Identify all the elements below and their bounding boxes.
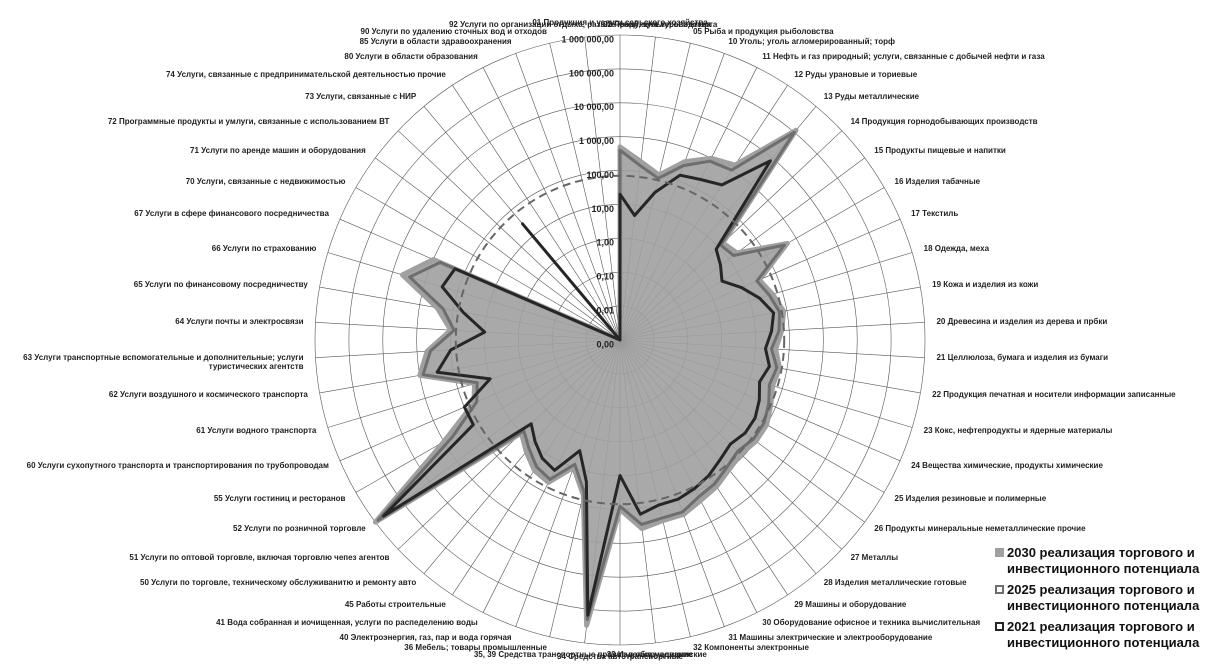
spoke (482, 67, 621, 341)
category-label: 14 Продукция горнодобывающих производств (850, 117, 1038, 127)
category-label: 21 Целлюлоза, бумага и изделия из бумаги (936, 353, 1108, 363)
category-label: 50 Услуги по торговле, техническому обсл… (140, 577, 417, 587)
category-label: 51 Услуги по оптовой торговле, включая т… (129, 552, 390, 562)
spoke (515, 53, 621, 341)
category-label: 30 Оборудование офисное и техника вычисл… (762, 618, 981, 628)
category-label: 31 Машины электрические и электрооборудо… (728, 632, 933, 642)
category-label: 63 Услуги транспортные вспомогательные и… (23, 353, 304, 372)
category-label: 92 Услуги по организации отдыха, развлеч… (448, 20, 718, 30)
category-label: 16 Изделия табачные (894, 176, 981, 186)
y-tick-label: 1,00 (596, 238, 614, 248)
category-label: 64 Услуги почты и электросвязи (175, 316, 304, 326)
y-tick-label: 10,00 (591, 204, 614, 214)
category-label: 36 Мебель; товары промышленные (404, 643, 547, 653)
category-label: 67 Услуги в сфере финансового посредниче… (134, 209, 329, 219)
category-label: 23 Кокс, нефтепродукты и ядерные материа… (923, 425, 1113, 435)
category-label: 85 Услуги в области здравоохранения (359, 37, 512, 47)
category-label: 65 Услуги по финансовому посредничеству (133, 279, 308, 289)
legend-label: 2025 реализация торгового и инвестиционн… (1007, 582, 1200, 613)
category-label: 62 Услуги воздушного и космического тран… (108, 390, 308, 400)
category-label: 10 Уголь; уголь агломерированный; торф (728, 37, 896, 47)
spoke (584, 37, 621, 341)
y-tick-label: 0,10 (596, 272, 614, 282)
category-label: 01 Продукция и услуги сельского хозяйств… (532, 18, 708, 27)
legend-entry: 2021 реализация торгового и инвестиционн… (995, 619, 1225, 651)
grid-circle (416, 136, 824, 544)
category-label: 20 Древесина и изделия из дерева и прбки (936, 316, 1108, 326)
y-tick-label: 0,00 (596, 339, 614, 349)
legend-entry: 2025 реализация торгового и инвестиционн… (995, 582, 1225, 614)
category-label: 55 Услуги гостиниц и ресторанов (213, 493, 346, 503)
category-label: 28 Изделия металлические готовые (823, 577, 967, 587)
grid-circle (314, 34, 926, 646)
spoke (375, 157, 621, 341)
category-label: 71 Услуги по аренде машин и оборудования (190, 145, 366, 155)
category-label: 61 Услуги водного транспорта (196, 425, 317, 435)
category-label: 90 Услуги по удалению сточных вод и отхо… (360, 26, 547, 36)
y-tick-label: 100 000,00 (569, 68, 614, 78)
legend-label: 2030 реализация торгового и инвестиционн… (1007, 545, 1200, 576)
category-label: 70 Услуги, связанные с недвижимостью (185, 176, 346, 186)
category-label: 33 Изделия медицинские (606, 649, 707, 659)
category-label: 11 Нефть и газ природный; услуги, связан… (762, 51, 1045, 61)
category-label: 26 Продукты минеральные неметаллические … (874, 524, 1086, 534)
category-label: 05 Рыба и продукция рыболовства (693, 26, 834, 36)
category-label: 29 Машины и оборудование (794, 599, 907, 609)
legend-entry: 2030 реализация торгового и инвестиционн… (995, 545, 1225, 577)
legend-label: 2021 реализация торгового и инвестиционн… (1007, 619, 1200, 650)
category-label: 25 Изделия резиновые и полимерные (894, 493, 1047, 503)
y-tick-label: 1 000,00 (579, 136, 614, 146)
series-area (376, 130, 796, 621)
category-label: 72 Программные продукты и умлуги, связан… (107, 117, 390, 127)
grid-circle (348, 68, 892, 612)
grid-circle (382, 102, 858, 578)
category-label: 52 Услуги по розничной торговле (233, 524, 366, 534)
category-label: 45 Работы строительные (344, 599, 446, 609)
series-area (382, 159, 776, 617)
y-tick-label: 1 000 000,00 (561, 34, 614, 44)
category-label: 73 Услуги, связанные с НИР (305, 92, 417, 102)
category-label: 35, 39 Средства транспортные прочие и об… (473, 649, 693, 659)
category-label: 66 Услуги по страхованию (211, 244, 317, 254)
category-label: 13 Руды металлические (823, 92, 920, 102)
category-label: 74 Услуги, связанные с предпринимательск… (165, 70, 446, 80)
category-label: 41 Вода собранная и иочищенная, услуги п… (216, 618, 478, 628)
category-label: 32 Компоненты электронные (693, 643, 809, 653)
category-label: 40 Электроэнергия, газ, пар и вода горяч… (339, 632, 512, 642)
category-label: 27 Металлы (850, 552, 899, 562)
category-label: 17 Текстиль (911, 209, 959, 219)
legend-swatch (995, 548, 1004, 557)
spoke (355, 187, 621, 341)
legend-swatch (995, 622, 1004, 631)
legend-swatch (995, 585, 1004, 594)
category-label: 19 Кожа и изделия из кожи (932, 279, 1039, 289)
category-label: 60 Услуги сухопутного транспорта и транс… (26, 460, 329, 470)
category-label: 02 Продукция лесоводства (602, 20, 711, 30)
y-tick-label: 100,00 (586, 170, 614, 180)
spoke (397, 130, 621, 341)
spoke (549, 43, 621, 341)
category-label: 80 Услуги в области образования (344, 51, 478, 61)
y-tick-label: 10 000,00 (574, 102, 614, 112)
category-label: 22 Продукция печатная и носители информа… (932, 390, 1176, 400)
category-label: 12 Руды урановые и ториевые (794, 70, 918, 80)
category-label: 24 Вещества химические, продукты химичес… (911, 460, 1103, 470)
category-label: 15 Продукты пищевые и напитки (874, 145, 1006, 155)
category-label: 18 Одежда, меха (923, 244, 990, 254)
category-label: 34 Средства автотранспортные (557, 652, 683, 661)
reference-circle (454, 174, 786, 506)
y-tick-label: 0,01 (596, 305, 614, 315)
spoke (452, 85, 621, 341)
